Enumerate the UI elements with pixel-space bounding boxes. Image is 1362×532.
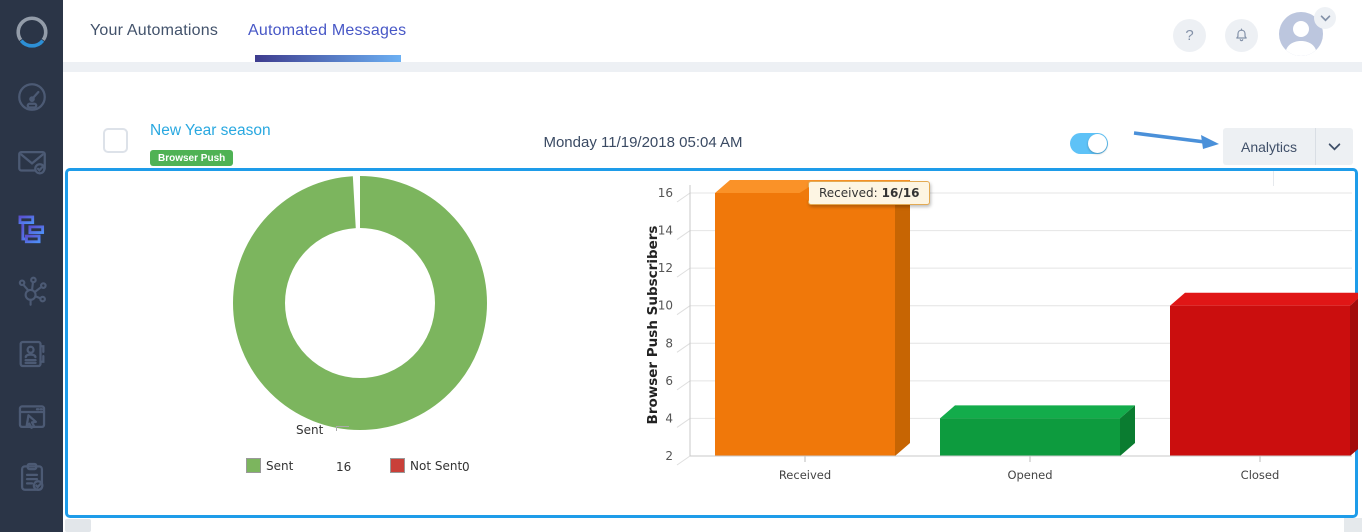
automation-row: New Year season Browser Push Monday 11/1… xyxy=(63,72,1362,168)
svg-text:12: 12 xyxy=(658,261,673,275)
bar-chart-canvas[interactable]: 2 4 6 8 10 12 14 16 Received Opened Closed xyxy=(640,179,1358,491)
brand-logo-icon xyxy=(14,14,50,50)
legend-item-sent: Sent xyxy=(246,458,293,473)
automations-flow-icon[interactable] xyxy=(15,212,49,246)
tab-automated-messages[interactable]: Automated Messages xyxy=(248,22,407,39)
help-button[interactable]: ? xyxy=(1173,19,1206,52)
dashboard-gauge-icon[interactable] xyxy=(15,80,49,114)
top-header: Your Automations Automated Messages ? xyxy=(63,0,1362,62)
contacts-card-icon[interactable] xyxy=(15,337,49,371)
analytics-dropdown-button[interactable] xyxy=(1315,128,1353,165)
automation-title-link[interactable]: New Year season xyxy=(150,122,271,139)
chevron-down-icon xyxy=(1328,142,1341,150)
tab-your-automations[interactable]: Your Automations xyxy=(90,22,219,39)
email-campaigns-icon[interactable] xyxy=(15,145,49,179)
annotation-arrow xyxy=(1133,131,1219,149)
chevron-down-icon xyxy=(1320,14,1330,21)
legend-swatch-not-sent xyxy=(390,458,405,473)
bell-icon xyxy=(1236,28,1247,42)
sent-donut-chart[interactable] xyxy=(210,173,510,435)
sidebar xyxy=(0,0,63,532)
svg-text:Opened: Opened xyxy=(1007,468,1052,482)
legend-item-not-sent: Not Sent xyxy=(390,458,462,473)
svg-text:2: 2 xyxy=(665,449,673,463)
tasks-clipboard-icon[interactable] xyxy=(15,460,49,494)
legend-value-sent: 16 xyxy=(336,460,352,474)
svg-text:14: 14 xyxy=(658,224,673,238)
svg-text:Closed: Closed xyxy=(1241,468,1280,482)
donut-sent-slice xyxy=(233,176,487,430)
toggle-knob xyxy=(1088,134,1107,153)
legend-label: Not Sent xyxy=(410,458,463,473)
schedule-datetime: Monday 11/19/2018 05:04 AM xyxy=(543,134,743,151)
tooltip-value: 16/16 xyxy=(881,186,920,200)
legend-swatch-sent xyxy=(246,458,261,473)
row-checkbox[interactable] xyxy=(103,128,128,153)
analytics-panel: Sent Sent 16 Not Sent 0 Browser Push Sub… xyxy=(65,168,1358,518)
svg-text:4: 4 xyxy=(665,411,673,425)
horizontal-scrollbar xyxy=(63,518,1362,532)
tooltip-label: Received: xyxy=(819,186,878,200)
tooltip-arrow xyxy=(798,187,809,201)
avatar[interactable] xyxy=(1279,12,1323,56)
subscribers-bar-chart[interactable]: Browser Push Subscribers 2 4 6 8 10 12 14 16 Rec… xyxy=(640,179,1358,491)
column-divider xyxy=(1273,171,1274,186)
site-tracking-icon[interactable] xyxy=(15,400,49,434)
svg-text:8: 8 xyxy=(665,336,673,350)
legend-label: Sent xyxy=(266,458,294,473)
page-background-strip xyxy=(63,62,1362,72)
donut-label-callout-line xyxy=(336,426,349,431)
svg-text:10: 10 xyxy=(658,299,673,313)
integrations-network-icon[interactable] xyxy=(15,275,49,309)
svg-text:Received: Received xyxy=(779,468,831,482)
scrollbar-thumb[interactable] xyxy=(65,519,91,532)
active-toggle[interactable] xyxy=(1070,133,1108,154)
active-tab-underline xyxy=(255,55,401,62)
chart-tooltip: Received: 16/16 xyxy=(798,181,931,205)
svg-text:16: 16 xyxy=(658,186,673,200)
account-menu-button[interactable] xyxy=(1314,7,1336,29)
donut-slice-label: Sent xyxy=(296,423,324,437)
scrollbar-corner[interactable] xyxy=(1344,518,1362,532)
analytics-split-button: Analytics xyxy=(1223,128,1354,165)
analytics-button[interactable]: Analytics xyxy=(1241,138,1298,155)
help-icon: ? xyxy=(1185,27,1194,44)
channel-badge: Browser Push xyxy=(150,150,234,166)
svg-text:6: 6 xyxy=(665,374,673,388)
notifications-button[interactable] xyxy=(1225,19,1258,52)
legend-value-not-sent: 0 xyxy=(462,460,470,474)
